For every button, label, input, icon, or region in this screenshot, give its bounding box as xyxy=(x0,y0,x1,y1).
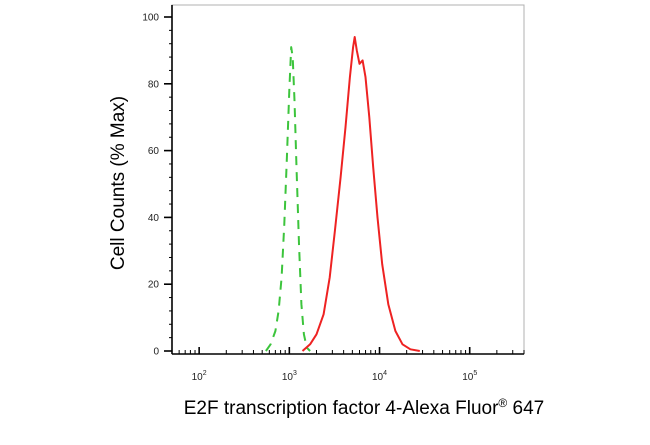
histogram-series-2 xyxy=(301,36,420,352)
histogram-series-1 xyxy=(265,46,311,352)
x-tick-label: 104 xyxy=(372,370,387,383)
y-tick-label: 40 xyxy=(148,213,160,224)
x-tick-base: 10 xyxy=(282,372,294,383)
x-tick-exponent: 5 xyxy=(473,370,477,377)
x-axis-ticks: 102 103 104 105 xyxy=(171,347,525,383)
x-axis-title-tail: 647 xyxy=(507,398,544,419)
x-axis-title-registered: ® xyxy=(498,396,507,410)
y-tick-label: 60 xyxy=(148,146,160,157)
x-tick-exponent: 4 xyxy=(383,370,387,377)
y-tick-label: 0 xyxy=(153,347,159,358)
x-tick-base: 10 xyxy=(462,372,474,383)
x-tick-label: 103 xyxy=(282,370,297,383)
x-tick-label: 105 xyxy=(462,370,477,383)
y-axis-ticks: 0 20 40 60 80 100 xyxy=(142,5,173,358)
x-tick-base: 10 xyxy=(192,372,204,383)
y-tick-label: 20 xyxy=(148,280,160,291)
plot-frame xyxy=(171,4,525,355)
x-tick-exponent: 3 xyxy=(293,370,297,377)
x-tick-exponent: 2 xyxy=(203,370,207,377)
y-axis-title: Cell Counts (% Max) xyxy=(108,96,129,270)
series-layer xyxy=(265,36,420,352)
x-tick-label: 102 xyxy=(192,370,207,383)
x-axis-title: E2F transcription factor 4-Alexa Fluor® … xyxy=(184,396,545,419)
x-tick-base: 10 xyxy=(372,372,384,383)
y-tick-label: 100 xyxy=(142,13,159,24)
y-tick-label: 80 xyxy=(148,79,160,90)
x-axis-title-main: E2F transcription factor 4-Alexa Fluor xyxy=(184,398,499,419)
